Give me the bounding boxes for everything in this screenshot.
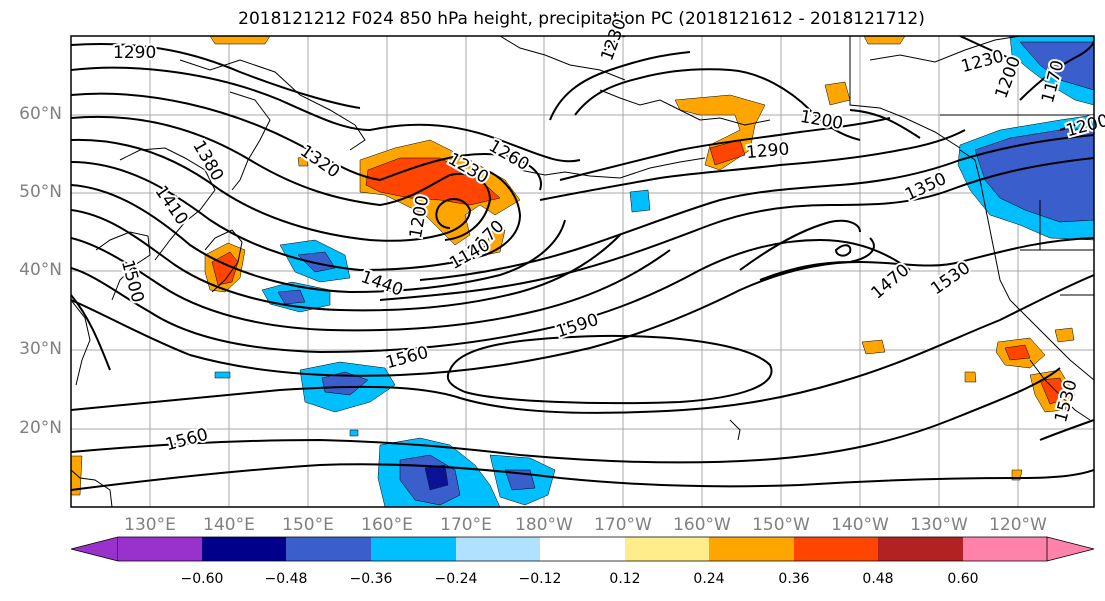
colorbar-tick-label: −0.24: [434, 571, 478, 587]
coastlines: [71, 36, 1094, 507]
colorbar-tick-label: 0.48: [862, 571, 894, 587]
lon-label: 180°W: [515, 515, 573, 535]
colorbar: [70, 536, 1095, 562]
colorbar-tick-label: 0.24: [693, 571, 725, 587]
colorbar-tick-label: 0.60: [947, 571, 979, 587]
lat-label: 20°N: [19, 418, 62, 438]
colorbar-segment: [371, 537, 456, 561]
colorbar-tick-label: −0.36: [349, 571, 393, 587]
lon-label: 170°E: [440, 515, 492, 535]
lon-label: 120°W: [989, 515, 1047, 535]
lon-label: 170°W: [594, 515, 652, 535]
colorbar-segment: [456, 537, 540, 561]
lat-label: 30°N: [19, 339, 62, 359]
lat-label: 60°N: [19, 104, 62, 124]
lon-label: 150°E: [282, 515, 334, 535]
lon-label: 160°W: [673, 515, 731, 535]
colorbar-tick-label: 0.12: [609, 571, 641, 587]
colorbar-segment: [794, 537, 878, 561]
colorbar-segment: [70, 536, 119, 562]
colorbar-segment: [118, 537, 202, 561]
colorbar-segment: [1046, 536, 1095, 562]
colorbar-segment: [286, 537, 371, 561]
lon-label: 130°E: [124, 515, 176, 535]
height-contours: [71, 36, 1094, 491]
lon-label: 160°E: [361, 515, 413, 535]
colorbar-tick-label: −0.48: [264, 571, 308, 587]
lon-label: 140°E: [203, 515, 255, 535]
lon-label: 130°W: [910, 515, 968, 535]
colorbar-segment: [625, 537, 709, 561]
colorbar-segment: [202, 537, 286, 561]
contour-label: 1290: [745, 139, 790, 163]
map-title: 2018121212 F024 850 hPa height, precipit…: [238, 9, 925, 29]
precip-negative-regions: [214, 36, 1094, 507]
colorbar-tick-label: −0.12: [518, 571, 562, 587]
lat-label: 50°N: [19, 182, 62, 202]
lon-label: 140°W: [831, 515, 889, 535]
lat-label: 40°N: [19, 260, 62, 280]
map-frame: [70, 35, 1095, 508]
colorbar-segment: [709, 537, 794, 561]
colorbar-tick-label: 0.36: [778, 571, 810, 587]
colorbar-segment: [963, 537, 1047, 561]
colorbar-segment: [540, 537, 625, 561]
colorbar-segment: [878, 537, 963, 561]
lon-label: 150°W: [752, 515, 810, 535]
colorbar-tick-label: −0.60: [180, 571, 224, 587]
contour-label: 1290: [113, 43, 156, 63]
